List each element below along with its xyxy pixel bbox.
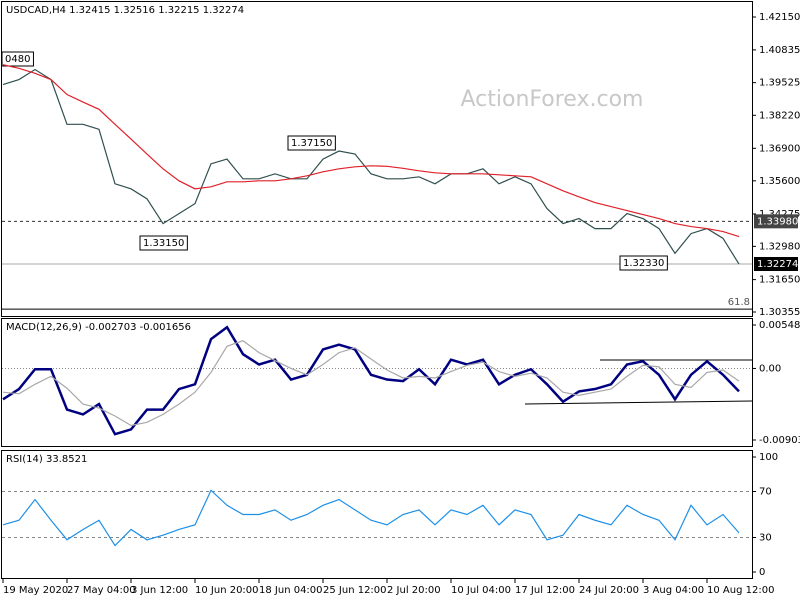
x-tick-label: 17 Jul 12:00	[515, 585, 575, 596]
y-tick-label: 100	[759, 452, 778, 463]
price-annotation: 1.32330	[623, 258, 664, 269]
level-box	[754, 257, 798, 272]
y-tick-label: 1.42150	[759, 12, 800, 23]
x-tick-label: 18 Jun 04:00	[259, 585, 323, 596]
x-tick-label: 25 Jun 12:00	[323, 585, 387, 596]
annotation-box	[619, 255, 668, 271]
y-tick-label: 1.31650	[759, 275, 800, 286]
level-box	[754, 214, 798, 229]
rsi-panel	[1, 450, 753, 579]
y-tick-label: -0.009034	[759, 435, 800, 446]
y-tick-label: 1.32980	[759, 241, 800, 252]
panel-title: RSI(14) 33.8521	[6, 454, 87, 465]
series-line	[2, 68, 740, 265]
panel-title: USDCAD,H4 1.32415 1.32516 1.32215 1.3227…	[6, 5, 244, 16]
price-annotation: 1.33150	[143, 238, 184, 249]
x-tick-label: 19 May 2020	[3, 585, 68, 596]
price-annotation: 1.37150	[291, 138, 332, 149]
x-tick-label: 3 Aug 04:00	[643, 585, 704, 596]
y-tick-label: 1.36900	[759, 143, 800, 154]
x-tick-label: 10 Jul 04:00	[451, 585, 511, 596]
watermark: ActionForex.com	[461, 87, 644, 112]
series-line	[2, 489, 740, 547]
y-tick-label: 1.30355	[759, 307, 800, 318]
y-tick-label: 1.38220	[759, 110, 800, 121]
trend-line	[524, 400, 753, 405]
level-label: 1.33980	[757, 216, 798, 227]
y-tick-label: 0	[759, 567, 765, 578]
x-tick-label: 10 Aug 12:00	[707, 585, 774, 596]
macd-panel	[1, 318, 753, 447]
annotation-box	[139, 235, 188, 251]
price-panel	[1, 1, 753, 317]
x-tick-label: 2 Jul 20:00	[387, 585, 441, 596]
y-tick-label: 30	[759, 533, 772, 544]
x-tick-label: 10 Jun 20:00	[195, 585, 259, 596]
annotation-box	[287, 135, 336, 151]
y-tick-label: 70	[759, 487, 772, 498]
series-line	[2, 340, 740, 427]
fib-label: 61.8	[728, 297, 750, 308]
x-tick-label: 24 Jul 20:00	[579, 585, 639, 596]
y-tick-label: 1.39525	[759, 78, 800, 89]
series-line	[2, 325, 740, 436]
y-tick-label: 1.40835	[759, 45, 800, 56]
level-label: 1.32274	[757, 259, 798, 270]
panel-title: MACD(12,26,9) -0.002703 -0.001656	[6, 322, 191, 333]
y-tick-label: 0.00	[759, 363, 781, 374]
x-tick-label: 27 May 04:00	[67, 585, 136, 596]
series-line	[2, 64, 740, 238]
y-tick-label: 1.35600	[759, 176, 800, 187]
y-tick-label: 0.005486	[759, 320, 800, 331]
x-tick-label: 3 Jun 12:00	[131, 585, 188, 596]
annotation-box	[1, 51, 34, 67]
price-annotation: 0480	[5, 54, 30, 65]
